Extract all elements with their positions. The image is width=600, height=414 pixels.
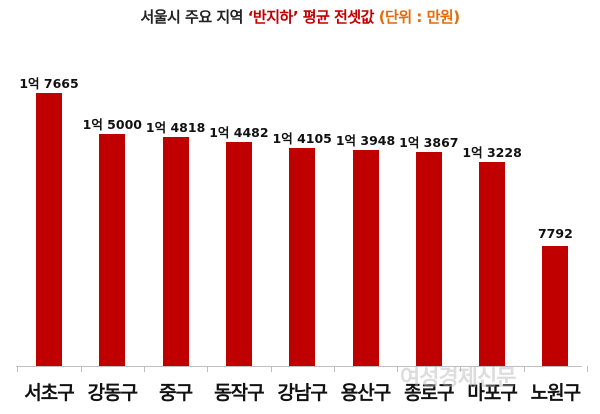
x-axis-label: 동작구 — [214, 382, 264, 404]
bar-노원구 — [542, 245, 569, 366]
x-axis-tick — [80, 366, 82, 372]
data-label: 1억 4818 — [145, 119, 206, 135]
bar-마포구 — [479, 161, 506, 366]
bar-중구 — [162, 136, 189, 366]
bar-용산구 — [352, 150, 379, 366]
x-axis-tick — [270, 366, 272, 372]
bar-강남구 — [289, 148, 316, 366]
data-label: 7792 — [537, 225, 573, 241]
x-axis-label: 강동구 — [87, 382, 138, 404]
watermark: 여성경제신문 — [400, 366, 516, 391]
data-label: 1억 7665 — [19, 76, 79, 91]
x-axis-label: 강남구 — [277, 382, 327, 404]
title-highlight: ‘반지하’ 평균 전셋값 — [247, 8, 375, 26]
data-label: 1억 3948 — [335, 133, 396, 149]
bar-강동구 — [99, 134, 126, 366]
data-label: 1억 4482 — [209, 125, 269, 141]
data-label: 1억 3228 — [462, 144, 522, 160]
x-axis-line — [16, 366, 582, 367]
x-axis-label: 종로구 — [404, 382, 454, 404]
x-axis-tick — [523, 366, 525, 372]
bar-동작구 — [225, 142, 252, 366]
x-axis-label: 용산구 — [340, 382, 391, 404]
title-prefix: 서울시 주요 지역 — [140, 8, 248, 26]
x-axis-tick — [397, 366, 399, 372]
data-label: 1억 3867 — [399, 134, 459, 150]
x-axis-tick — [207, 366, 209, 372]
x-axis-tick — [587, 366, 589, 372]
bar-종로구 — [415, 151, 442, 366]
x-axis-label: 서초구 — [24, 382, 74, 404]
title-unit: (단위 : 만원) — [373, 8, 460, 26]
x-axis-label: 노원구 — [530, 382, 581, 404]
x-axis-tick — [17, 366, 19, 372]
x-axis-label: 마포구 — [467, 382, 517, 404]
data-label: 1억 5000 — [82, 117, 142, 133]
chart-title: 서울시 주요 지역 ‘반지하’ 평균 전셋값 (단위 : 만원) — [0, 6, 600, 27]
x-axis-tick — [460, 366, 462, 372]
bar-서초구 — [36, 93, 62, 366]
data-label: 1억 4105 — [272, 131, 332, 147]
x-axis-label: 중구 — [159, 382, 193, 404]
x-axis-tick — [143, 366, 145, 372]
x-axis-tick — [333, 366, 335, 372]
